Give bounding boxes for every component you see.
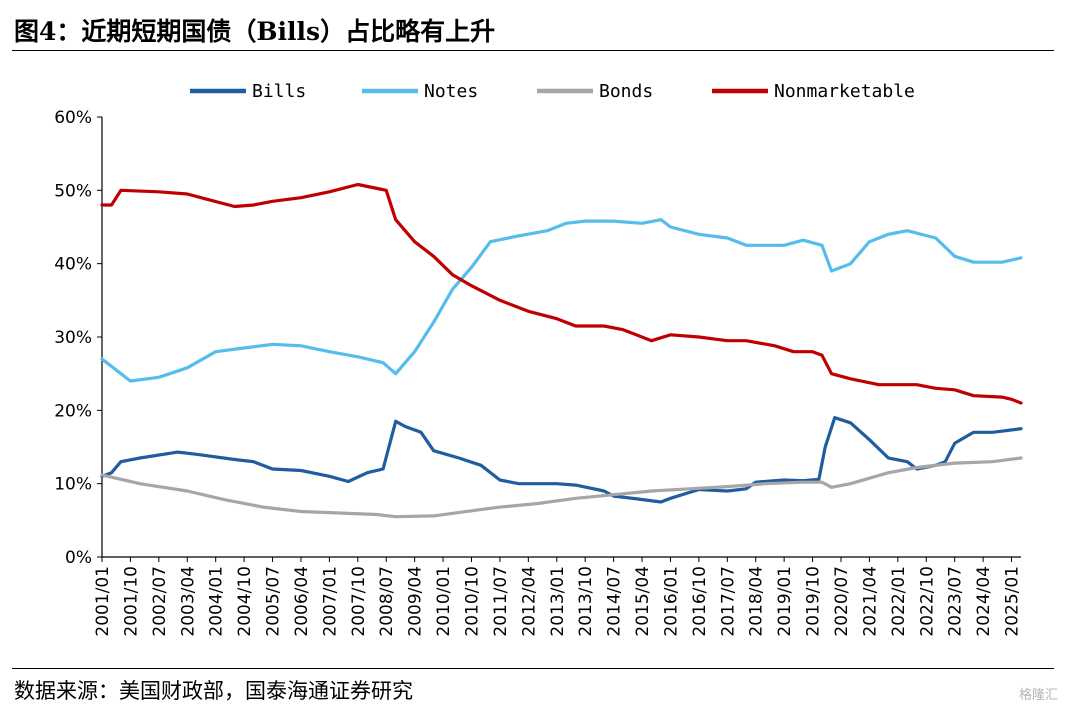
x-tick-label: 2004/10	[235, 566, 255, 637]
y-tick-label: 40%	[54, 255, 92, 275]
series-layer	[100, 182, 1023, 519]
title-rule	[12, 50, 1054, 51]
x-tick-label: 2018/04	[747, 566, 767, 637]
legend-label-nonmarketable: Nonmarketable	[774, 81, 915, 102]
y-tick-label: 10%	[54, 475, 92, 495]
x-tick-label: 2024/04	[974, 566, 994, 637]
legend-label-bonds: Bonds	[599, 81, 653, 102]
x-tick-label: 2013/10	[576, 566, 596, 637]
x-tick-label: 2003/04	[178, 566, 198, 637]
x-tick-label: 2022/10	[917, 566, 937, 637]
x-tick-label: 2002/07	[150, 566, 170, 637]
legend-label-bills: Bills	[252, 81, 306, 102]
x-tick-label: 2007/10	[349, 566, 369, 637]
x-tick-label: 2014/07	[605, 566, 625, 637]
x-tick-label: 2009/04	[406, 566, 426, 637]
x-tick-label: 2017/07	[718, 566, 738, 637]
series-line-bonds	[100, 456, 1023, 519]
x-tick-label: 2001/10	[121, 566, 141, 637]
x-tick-label: 2023/07	[946, 566, 966, 637]
x-tick-label: 2016/01	[661, 566, 681, 637]
y-tick-label: 30%	[54, 328, 92, 348]
x-tick-label: 2019/01	[775, 566, 795, 637]
x-tick-label: 2001/01	[93, 566, 113, 637]
y-tick-label: 50%	[54, 181, 92, 201]
x-tick-label: 2022/01	[889, 566, 909, 637]
watermark: 格隆汇	[1018, 688, 1058, 703]
x-tick-label: 2008/07	[377, 566, 397, 637]
y-axis: 0% 10% 20% 30% 40% 50% 60%	[54, 108, 103, 568]
x-tick-label: 2005/07	[264, 566, 284, 637]
x-tick-label: 2010/01	[434, 566, 454, 637]
x-tick-label: 2025/01	[1003, 566, 1023, 637]
x-tick-label: 2021/04	[860, 566, 880, 637]
x-tick-label: 2013/01	[548, 566, 568, 637]
x-tick-label: 2011/07	[491, 566, 511, 637]
series-line-notes	[100, 218, 1023, 383]
source-note: 数据来源：美国财政部，国泰海通证券研究	[14, 679, 413, 703]
y-tick-label: 0%	[65, 548, 92, 568]
x-tick-label: 2010/10	[462, 566, 482, 637]
series-line-nonmarketable	[100, 182, 1023, 405]
y-tick-label: 60%	[54, 108, 92, 128]
x-tick-label: 2020/07	[832, 566, 852, 637]
chart-legend: Bills Notes Bonds Nonmarketable	[190, 81, 915, 102]
x-tick-label: 2007/01	[320, 566, 340, 637]
x-tick-label: 2016/10	[690, 566, 710, 637]
x-tick-label: 2012/04	[519, 566, 539, 637]
source-rule	[12, 668, 1054, 669]
figure-title: 图4：近期短期国债（Bills）占比略有上升	[14, 17, 496, 46]
x-tick-label: 2019/10	[804, 566, 824, 637]
series-line-bills	[100, 416, 1023, 504]
x-tick-label: 2015/04	[633, 566, 653, 637]
x-tick-label: 2004/01	[207, 566, 227, 637]
y-tick-label: 20%	[54, 401, 92, 421]
legend-label-notes: Notes	[424, 81, 478, 102]
x-axis: 2001/01 2001/10 2002/07 2003/04 2004/01 2004/…	[93, 556, 1023, 637]
x-tick-label: 2006/04	[292, 566, 312, 637]
